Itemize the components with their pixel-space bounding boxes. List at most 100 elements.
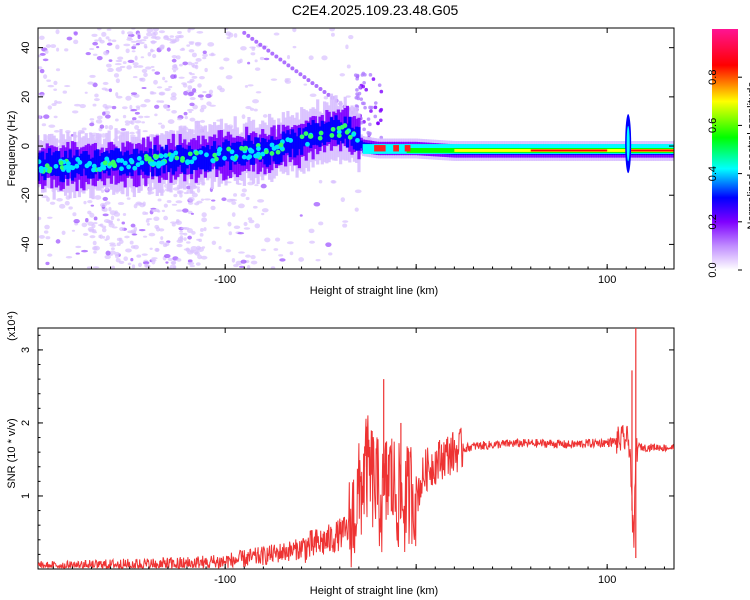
noise-speckle bbox=[64, 200, 70, 206]
noise-speckle bbox=[101, 31, 107, 37]
noise-speckle bbox=[66, 36, 73, 41]
noise-speckle bbox=[142, 211, 147, 215]
noise-speckle bbox=[188, 71, 192, 75]
noise-speckle bbox=[110, 215, 115, 221]
noise-speckle bbox=[186, 241, 191, 244]
streak-point bbox=[254, 39, 259, 44]
noise-speckle bbox=[141, 253, 148, 256]
noise-speckle bbox=[147, 52, 152, 57]
noise-speckle bbox=[105, 114, 111, 119]
ridge-peak bbox=[288, 138, 294, 143]
noise-speckle bbox=[191, 230, 196, 235]
noise-speckle bbox=[194, 61, 199, 65]
noise-speckle bbox=[241, 114, 246, 120]
noise-speckle bbox=[247, 61, 251, 65]
noise-speckle bbox=[152, 53, 157, 59]
ridge-band-cell bbox=[322, 123, 327, 145]
noise-speckle bbox=[117, 56, 124, 60]
ridge-band-cell bbox=[199, 148, 203, 170]
noise-speckle bbox=[129, 134, 136, 138]
noise-speckle bbox=[106, 28, 112, 31]
noise-speckle bbox=[181, 47, 185, 50]
streak-point bbox=[314, 84, 319, 89]
noise-speckle bbox=[354, 207, 359, 212]
noise-speckle bbox=[166, 47, 171, 52]
noise-speckle bbox=[158, 122, 163, 125]
noise-speckle bbox=[172, 187, 180, 191]
noise-speckle bbox=[116, 218, 120, 222]
noise-speckle bbox=[164, 105, 169, 109]
noise-speckle bbox=[308, 228, 315, 234]
noise-speckle bbox=[186, 44, 191, 47]
noise-speckle bbox=[132, 62, 139, 66]
noise-speckle bbox=[118, 237, 123, 241]
noise-speckle bbox=[245, 106, 252, 110]
noise-speckle bbox=[115, 253, 120, 259]
noise-speckle bbox=[123, 43, 131, 47]
noise-speckle bbox=[211, 199, 216, 202]
ridge-peak bbox=[192, 155, 197, 161]
noise-speckle bbox=[189, 264, 196, 268]
ridge-band-cell bbox=[82, 151, 86, 169]
noise-speckle bbox=[250, 260, 258, 265]
noise-speckle bbox=[279, 258, 286, 262]
noise-speckle bbox=[63, 85, 71, 88]
noise-speckle bbox=[183, 237, 187, 241]
ridge-band-cell bbox=[254, 137, 258, 158]
y-tick-label: -40 bbox=[20, 236, 32, 252]
noise-speckle bbox=[73, 218, 80, 224]
noise-speckle bbox=[126, 31, 134, 35]
noise-speckle bbox=[64, 48, 69, 52]
ridge-band-cell bbox=[128, 154, 132, 173]
plume-point bbox=[358, 85, 362, 90]
ridge-peak bbox=[185, 159, 191, 165]
noise-speckle bbox=[270, 78, 278, 81]
noise-speckle bbox=[249, 107, 255, 111]
ridge-band-cell bbox=[132, 149, 136, 168]
noise-speckle bbox=[250, 254, 256, 260]
noise-speckle bbox=[203, 198, 211, 201]
ridge-peak bbox=[303, 131, 309, 137]
noise-speckle bbox=[182, 61, 188, 66]
x-tick-label: 100 bbox=[598, 574, 616, 586]
y-axis-label: SNR (10 * v/v) bbox=[6, 418, 18, 488]
noise-speckle bbox=[318, 221, 324, 226]
noise-speckle bbox=[138, 228, 146, 232]
noise-speckle bbox=[161, 209, 166, 213]
noise-speckle bbox=[254, 59, 258, 63]
noise-speckle bbox=[102, 81, 109, 85]
noise-speckle bbox=[250, 52, 256, 56]
noise-speckle bbox=[149, 90, 154, 95]
ridge-band-cell bbox=[217, 145, 221, 167]
ridge-peak bbox=[318, 130, 324, 136]
ridge-band-cell bbox=[89, 158, 93, 179]
noise-speckle bbox=[143, 115, 151, 118]
plume-point bbox=[356, 94, 360, 98]
noise-speckle bbox=[55, 68, 61, 72]
noise-speckle bbox=[143, 36, 149, 40]
noise-speckle bbox=[146, 217, 153, 221]
noise-speckle bbox=[104, 238, 108, 242]
noise-speckle bbox=[238, 251, 245, 254]
noise-speckle bbox=[53, 115, 58, 119]
plume-point bbox=[369, 109, 373, 113]
noise-speckle bbox=[231, 257, 236, 263]
noise-speckle bbox=[93, 216, 98, 221]
noise-speckle bbox=[257, 199, 265, 203]
streak-point bbox=[270, 51, 275, 56]
ridge-peak bbox=[38, 168, 44, 174]
noise-speckle bbox=[45, 44, 52, 48]
noise-speckle bbox=[121, 106, 128, 110]
noise-speckle bbox=[261, 208, 269, 213]
y-axis-label: Frequency (Hz) bbox=[6, 111, 18, 187]
noise-speckle bbox=[239, 265, 245, 269]
noise-speckle bbox=[134, 125, 140, 130]
noise-speckle bbox=[263, 57, 270, 61]
noise-speckle bbox=[152, 31, 156, 35]
noise-speckle bbox=[146, 32, 153, 37]
noise-speckle bbox=[141, 86, 147, 90]
ridge-peak bbox=[336, 129, 342, 135]
ridge-peak bbox=[75, 156, 81, 162]
noise-speckle bbox=[68, 206, 73, 210]
noise-speckle bbox=[204, 67, 208, 73]
